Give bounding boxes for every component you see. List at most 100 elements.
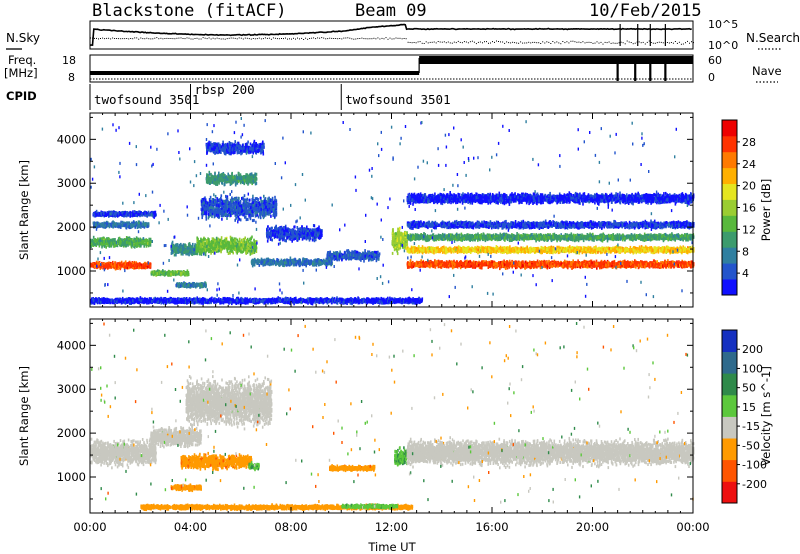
echo-cell [153,270,156,274]
echo-cell [200,249,202,253]
echo-cell [205,241,208,245]
echo-cell [112,220,114,224]
echo-cell [235,212,238,216]
echo-cell [237,245,240,249]
echo-cell [226,240,229,244]
nsearch-dot [546,41,548,43]
nsearch-dot [258,37,260,39]
echo-cell [131,238,133,242]
nsearch-dot [626,40,628,42]
echo-cell [183,284,186,288]
nsearch-dot [477,41,479,43]
echo-cell [98,222,100,226]
echo-cell [250,242,253,246]
echo-cell [194,243,196,247]
echo-cell [238,242,241,246]
echo-cell [91,240,94,244]
echo-cell [204,242,206,246]
echo-cell [214,239,216,243]
nsearch-dot [403,38,405,39]
echo-cell [248,208,250,211]
echo-cell [230,202,232,206]
nsearch-dot [554,42,556,44]
echo-cell [120,220,122,224]
echo-cell [202,282,204,286]
echo-cell [111,263,114,267]
nsearch-dot [118,38,120,40]
echo-cell [110,244,113,248]
echo-cell [234,243,236,247]
echo-cell [215,248,218,252]
nsearch-dot [96,37,97,39]
echo-cell [196,250,198,253]
echo-cell [240,244,243,248]
nsearch-dot [449,42,451,44]
echo-cell [125,236,128,239]
echo-cell [271,203,273,207]
echo-cell [178,245,181,249]
echo-cell [226,209,229,213]
echo-cell [187,283,190,287]
echo-cell [126,262,129,266]
nsearch-dot [345,37,347,39]
echo-cell [199,252,202,255]
nsearch-dot [323,37,325,39]
echo-cell [222,246,224,250]
echo-cell [209,195,212,199]
echo-cell [153,212,156,216]
echo-cell [135,240,137,243]
echo-cell [228,241,230,245]
nsearch-dot [674,41,676,42]
echo-cell [149,240,152,244]
echo-cell [252,204,254,207]
nsearch-dot [490,42,491,44]
echo-cell [250,206,252,210]
echo-cell [218,204,220,208]
echo-cell [232,251,234,255]
nsearch-dot [295,38,296,40]
nsearch-dot [317,37,319,39]
echo-cell [243,182,245,186]
echo-cell [218,198,221,202]
nsearch-dot [190,38,192,40]
nsearch-dot [572,40,574,42]
nsearch-dot [570,40,572,42]
echo-cell [177,271,180,275]
echo-cell [130,264,133,268]
echo-cell [201,245,204,249]
echo-cell [180,249,182,253]
echo-cell [96,221,99,225]
echo-cell [247,242,250,246]
echo-cell [209,242,212,246]
echo-cell [181,244,183,248]
nsearch-dot [301,37,303,39]
echo-cell [200,200,203,204]
echo-cell [100,214,103,217]
echo-cell [154,210,157,214]
echo-cell [104,240,107,243]
echo-cell [202,205,205,209]
echo-cell [223,246,226,250]
echo-cell [177,245,180,249]
echo-cell [111,239,114,243]
echo-cell [208,206,211,210]
echo-cell [213,242,215,246]
nsearch-dot [455,42,457,44]
echo-cell [220,245,223,249]
nsearch-dot [272,37,274,39]
echo-cell [90,240,92,244]
echo-cell [114,243,117,247]
echo-cell [211,198,214,201]
echo-cell [226,201,229,204]
echo-cell [98,242,101,245]
echo-cell [113,213,115,217]
echo-cell [212,249,215,253]
echo-cell [234,247,236,251]
nsearch-dot [140,37,142,39]
echo-cell [220,236,223,240]
nsearch-dot [381,37,383,39]
echo-cell [129,210,131,214]
nsearch-dot [492,41,493,43]
nsearch-dot [248,38,250,40]
echo-cell [195,283,197,286]
